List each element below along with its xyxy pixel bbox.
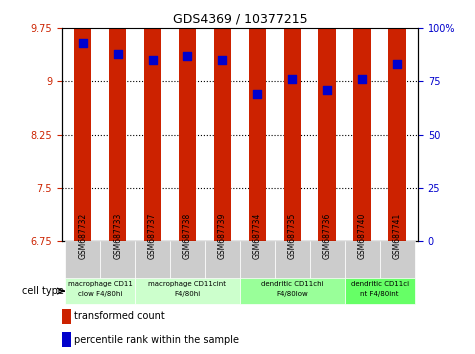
Text: GSM687741: GSM687741 [392,212,401,258]
Title: GDS4369 / 10377215: GDS4369 / 10377215 [172,13,307,26]
FancyBboxPatch shape [135,241,170,279]
Bar [144,0,162,241]
Point [393,62,401,67]
Text: GSM687732: GSM687732 [78,212,87,258]
Text: GSM687737: GSM687737 [148,212,157,258]
Point [114,51,122,57]
FancyBboxPatch shape [345,278,415,304]
Point [288,76,296,82]
Bar [248,0,266,241]
Bar [389,0,406,241]
Text: F4/80low: F4/80low [276,291,308,297]
FancyBboxPatch shape [240,278,345,304]
Text: GSM687734: GSM687734 [253,212,262,258]
Point [149,57,156,63]
Text: GSM687740: GSM687740 [358,212,367,258]
Text: transformed count: transformed count [74,311,165,321]
FancyBboxPatch shape [65,241,100,279]
Text: clow F4/80hi: clow F4/80hi [78,291,123,297]
Text: dendritic CD11chi: dendritic CD11chi [261,281,323,287]
Text: macrophage CD11: macrophage CD11 [68,281,133,287]
Text: percentile rank within the sample: percentile rank within the sample [74,335,239,345]
FancyBboxPatch shape [310,241,345,279]
FancyBboxPatch shape [240,241,275,279]
FancyBboxPatch shape [100,241,135,279]
Text: GSM687733: GSM687733 [113,212,122,258]
Text: GSM687738: GSM687738 [183,212,192,258]
Bar [62,332,71,347]
FancyBboxPatch shape [380,241,415,279]
Bar [179,0,196,241]
Bar [318,0,336,241]
Point [254,91,261,97]
Text: F4/80hi: F4/80hi [174,291,200,297]
Text: nt F4/80int: nt F4/80int [361,291,399,297]
Text: dendritic CD11ci: dendritic CD11ci [351,281,408,287]
Bar [62,309,71,324]
Point [218,57,226,63]
Bar [109,0,126,241]
Text: GSM687735: GSM687735 [288,212,297,258]
Point [184,53,191,59]
FancyBboxPatch shape [65,278,135,304]
Point [323,87,331,93]
Point [358,76,366,82]
Bar [74,0,91,241]
FancyBboxPatch shape [135,278,240,304]
Point [79,40,86,46]
Bar [284,0,301,241]
FancyBboxPatch shape [345,241,380,279]
Bar [353,0,371,241]
Text: macrophage CD11cint: macrophage CD11cint [149,281,227,287]
FancyBboxPatch shape [170,241,205,279]
Text: GSM687739: GSM687739 [218,212,227,258]
Text: cell type: cell type [22,286,64,296]
Text: GSM687736: GSM687736 [323,212,332,258]
FancyBboxPatch shape [275,241,310,279]
FancyBboxPatch shape [205,241,240,279]
Bar [214,0,231,241]
